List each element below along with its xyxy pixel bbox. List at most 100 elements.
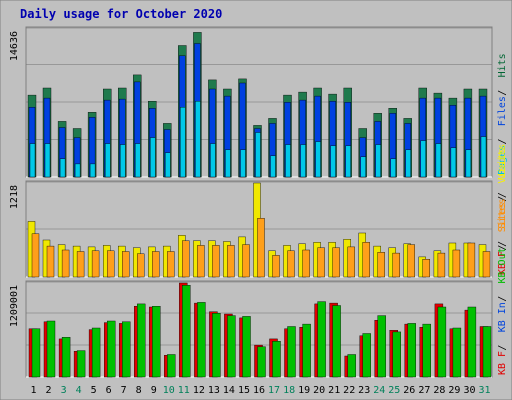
legend-item: Visits (497, 147, 508, 183)
day-label: 14 (223, 385, 235, 396)
bar-kb-out (182, 285, 191, 378)
bar-sites (347, 246, 355, 278)
bar-sites (76, 251, 85, 278)
bar-kb-out (46, 320, 56, 378)
legend-item: KB F (497, 251, 508, 275)
bar-sites (467, 242, 476, 278)
bar-kb-out (91, 327, 101, 378)
legend-separator: / (497, 245, 508, 251)
bar-kb-out (452, 327, 462, 378)
day-label: 12 (193, 385, 205, 396)
day-label: 22 (343, 385, 355, 396)
bar-pages (345, 145, 351, 178)
legend-item: Hits (497, 53, 508, 77)
bar-kb-out (152, 306, 161, 378)
bar-pages (180, 106, 186, 178)
day-label: 11 (178, 385, 190, 396)
day-label: 4 (76, 385, 82, 396)
panel-bottom-legend: KB F / KB In / KB Out / Sites / Visits (497, 144, 508, 375)
bar-sites (61, 249, 70, 278)
legend-separator: / (497, 296, 508, 302)
bar-kb-out (167, 354, 176, 378)
day-label: 17 (268, 385, 280, 396)
bar-pages (44, 143, 51, 178)
bar-kb-out (121, 321, 131, 378)
bar-pages (89, 163, 96, 178)
bar-sites (91, 250, 100, 278)
bar-pages (104, 143, 111, 178)
bar-pages (74, 163, 81, 178)
bar-kb-out (422, 323, 431, 378)
bar-kb-out (106, 320, 116, 378)
bar-sites (362, 242, 370, 278)
day-label: 13 (208, 385, 220, 396)
bar-sites (257, 218, 265, 278)
panel-top: 14636 Pages / Files / Hits (9, 26, 508, 178)
bar-pages (165, 152, 171, 178)
bar-sites (437, 252, 446, 278)
bar-kb-out (302, 323, 311, 378)
legend-item: KB In (497, 302, 508, 332)
bar-kb-out (136, 303, 146, 378)
bar-sites (332, 247, 340, 278)
day-label: 21 (328, 385, 340, 396)
bar-kb-out (332, 305, 341, 378)
bar-kb-out (467, 306, 477, 378)
day-label: 23 (358, 385, 370, 396)
bar-pages (134, 143, 141, 178)
bar-pages (150, 137, 156, 178)
bar-sites (212, 245, 220, 278)
day-label: 3 (61, 385, 67, 396)
bar-pages (330, 145, 336, 178)
bar-pages (420, 140, 426, 178)
bar-sites (152, 251, 160, 278)
bar-pages (270, 155, 276, 178)
bar-kb-out (317, 301, 326, 378)
day-label: 24 (373, 385, 385, 396)
x-axis-labels: 1 2 3 4 5 6 7 8 9 10 11 12 13 14 15 16 17 18 19 20 21 22 23 24 2… (30, 385, 490, 396)
panel-top-max-label: 14636 (9, 31, 20, 61)
bar-kb-out (242, 316, 251, 378)
day-label: 29 (448, 385, 460, 396)
day-label: 18 (283, 385, 295, 396)
bar-pages (405, 149, 411, 178)
bar-kb-out (392, 331, 401, 378)
bar-sites (422, 259, 430, 278)
day-label: 9 (151, 385, 157, 396)
day-label: 16 (253, 385, 265, 396)
bar-sites (227, 245, 235, 278)
legend-separator: / (497, 192, 508, 198)
bar-kb-out (407, 323, 416, 378)
bar-pages (450, 147, 457, 178)
legend-separator: / (497, 138, 508, 144)
bar-sites (302, 249, 310, 278)
day-label: 26 (403, 385, 415, 396)
bar-pages (435, 143, 442, 178)
bar-pages (195, 100, 201, 178)
day-label: 19 (298, 385, 310, 396)
bar-pages (29, 143, 36, 178)
chart-panels: 14636 Pages / Files / Hits 1218 KB F / Site… (9, 26, 508, 378)
bar-pages (360, 156, 366, 178)
bar-pages (285, 144, 291, 178)
bar-pages (465, 149, 472, 178)
bar-pages (480, 136, 487, 178)
bar-kb-out (31, 328, 41, 378)
bar-kb-out (482, 326, 492, 378)
bar-kb-out (272, 341, 281, 378)
bar-kb-out (287, 326, 296, 378)
day-label: 7 (121, 385, 127, 396)
bar-sites (452, 249, 461, 278)
bar-sites (31, 233, 40, 278)
panel-bottom-max-label: 1209001 (9, 285, 20, 327)
legend-item: Files (497, 96, 508, 126)
bar-sites (197, 245, 205, 278)
panel-middle-max-label: 1218 (9, 185, 20, 209)
bar-sites (317, 247, 325, 278)
bar-kb-out (76, 350, 86, 378)
bar-sites (106, 250, 115, 278)
bar-sites (182, 240, 190, 278)
bar-pages (59, 158, 66, 178)
panel-middle: 1218 KB F / Sites / Visits (9, 147, 508, 278)
